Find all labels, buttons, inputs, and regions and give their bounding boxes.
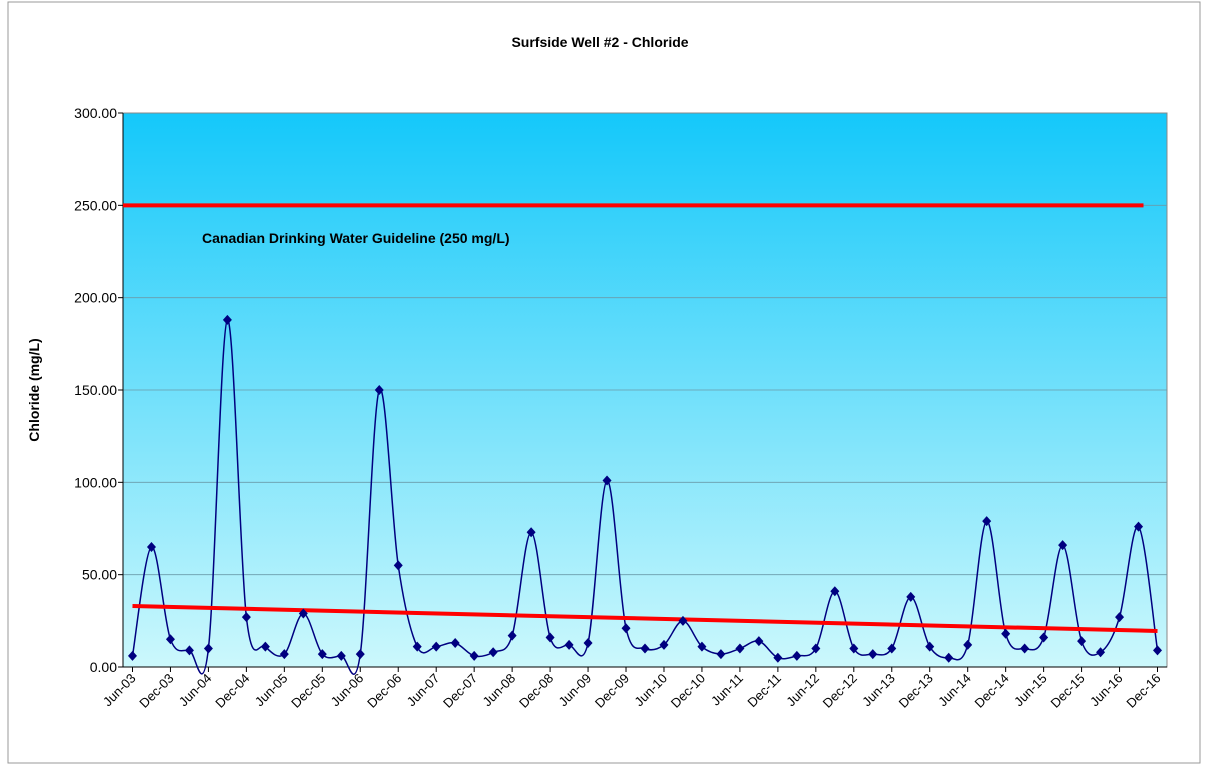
marker xyxy=(431,641,441,652)
marker xyxy=(621,623,631,634)
marker xyxy=(583,637,593,648)
marker xyxy=(811,643,821,654)
y-tick-label: 300.00 xyxy=(74,105,117,121)
marker xyxy=(735,643,745,654)
marker xyxy=(906,591,916,602)
marker xyxy=(260,641,270,652)
marker xyxy=(165,634,175,645)
marker xyxy=(469,650,479,661)
marker xyxy=(792,650,802,661)
marker xyxy=(849,643,859,654)
marker xyxy=(602,475,612,486)
marker xyxy=(1134,521,1144,532)
marker xyxy=(393,560,403,571)
marker xyxy=(868,649,878,660)
marker xyxy=(1058,540,1068,551)
marker xyxy=(1153,645,1163,656)
marker xyxy=(716,649,726,660)
y-tick-label: 150.00 xyxy=(74,382,117,398)
marker xyxy=(241,612,251,623)
marker xyxy=(1039,632,1049,643)
chart-title: Surfside Well #2 - Chloride xyxy=(511,34,688,50)
marker xyxy=(222,314,232,325)
y-tick-label: 100.00 xyxy=(74,474,117,490)
marker xyxy=(773,652,783,663)
marker xyxy=(374,385,384,395)
marker xyxy=(1096,647,1106,658)
marker xyxy=(887,643,897,654)
marker xyxy=(279,649,289,660)
marker xyxy=(640,643,650,654)
marker xyxy=(336,650,346,661)
marker xyxy=(659,639,669,650)
marker xyxy=(127,650,137,661)
y-tick-label: 0.00 xyxy=(90,659,117,675)
y-tick-label: 250.00 xyxy=(74,197,117,213)
marker xyxy=(1020,643,1030,654)
marker xyxy=(1001,628,1011,639)
marker xyxy=(450,637,460,648)
marker xyxy=(488,647,498,658)
marker xyxy=(678,615,688,626)
marker xyxy=(317,649,327,660)
marker xyxy=(184,645,194,656)
y-axis-label: Chloride (mg/L) xyxy=(26,338,42,441)
y-tick-label: 50.00 xyxy=(82,567,117,583)
marker xyxy=(697,641,707,652)
guideline-label: Canadian Drinking Water Guideline (250 m… xyxy=(202,230,510,246)
marker xyxy=(564,639,574,650)
marker xyxy=(944,652,954,663)
marker xyxy=(507,630,517,641)
marker xyxy=(963,639,973,650)
marker xyxy=(1077,636,1087,647)
marker xyxy=(412,641,422,652)
marker xyxy=(355,649,365,660)
marker xyxy=(298,608,308,619)
marker xyxy=(754,636,764,647)
marker xyxy=(982,516,992,527)
marker xyxy=(146,541,156,552)
marker xyxy=(830,586,840,597)
marker xyxy=(925,641,935,652)
marker xyxy=(526,527,536,538)
y-tick-label: 200.00 xyxy=(74,290,117,306)
marker xyxy=(203,643,213,654)
marker xyxy=(1115,612,1125,623)
marker xyxy=(545,632,555,643)
